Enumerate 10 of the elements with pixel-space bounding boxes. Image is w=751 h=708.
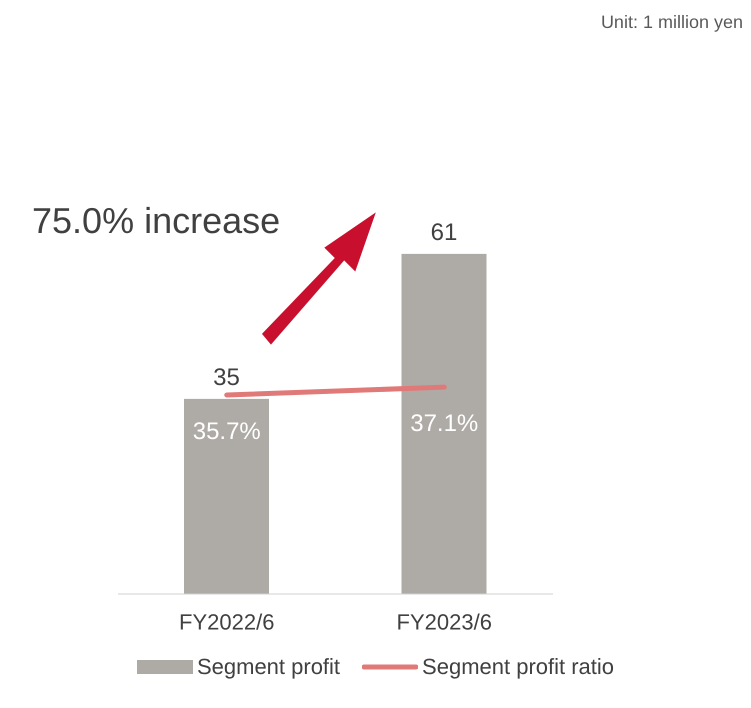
data-label: 61 <box>430 218 458 246</box>
legend-label: Segment profit <box>196 654 340 680</box>
data-label: 35 <box>213 364 240 391</box>
text: Unit: 1 million yen <box>600 12 743 33</box>
legend-label: Segment profit ratio <box>422 654 614 680</box>
x-tick-label: FY2022/6 <box>179 610 274 635</box>
data-label: 35.7% <box>192 418 261 445</box>
x-tick-label: FY2023/6 <box>396 610 492 635</box>
data-label: 37.1% <box>410 410 478 438</box>
text: 75.0% increase <box>32 200 280 242</box>
